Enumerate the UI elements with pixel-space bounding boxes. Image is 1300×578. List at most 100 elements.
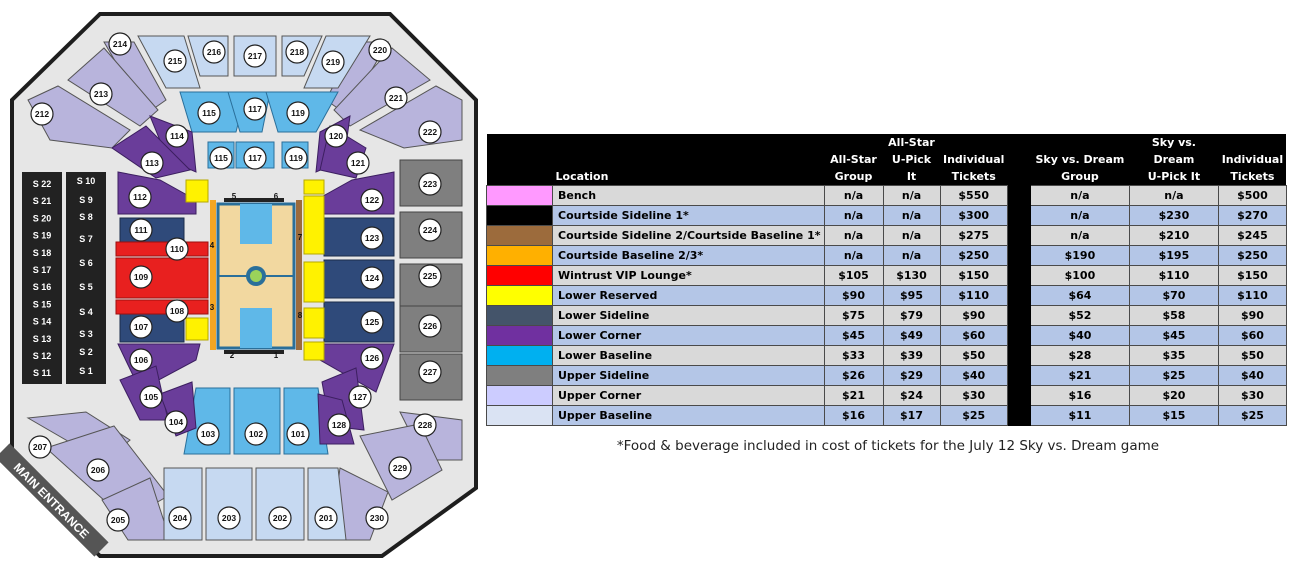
suite-label: S 21 [33,196,52,206]
section-marker [197,101,221,125]
location-cell: Lower Baseline [552,345,825,366]
section-number: 123 [365,233,379,243]
column-gap [1006,405,1031,426]
section-marker [418,314,442,338]
sky-dream-individual-cell: $40 [1217,365,1287,386]
section-marker [286,101,310,125]
sky-dream-upick-cell: $58 [1128,305,1219,326]
all-star-individual-cell: $550 [939,185,1008,206]
section-number: 110 [170,244,184,254]
all-star-group-cell: $105 [823,265,884,286]
section-number: 216 [207,47,221,57]
column-gap [1006,345,1031,366]
section-number: 224 [423,225,437,235]
section-number: 103 [201,429,215,439]
all-star-group-cell: n/a [823,205,884,226]
header-individual-tickets-2: Individual Tickets [1218,134,1287,186]
section-marker [368,38,392,62]
section-number: 218 [290,47,304,57]
section-marker [108,32,132,56]
suite-label: S 13 [33,334,52,344]
suite-label: S 11 [33,368,51,378]
section-number: 119 [289,153,303,163]
sky-dream-individual-cell: $500 [1217,185,1287,206]
section-marker [418,120,442,144]
price-row: Upper Corner $21 $24 $30 $16 $20 $30 [486,385,1287,406]
column-gap [1006,305,1031,326]
header-all-star-group: All-Star Group [824,134,883,186]
sky-dream-individual-cell: $30 [1217,385,1287,406]
section-marker [285,40,309,64]
section-marker [360,310,384,334]
sky-dream-individual-cell: $245 [1217,225,1287,246]
suite-label: S 5 [79,282,93,292]
all-star-group-cell: $21 [823,385,884,406]
section-marker [346,151,370,175]
section-number: 205 [111,515,125,525]
sky-dream-upick-cell: $15 [1128,405,1219,426]
column-gap [1006,225,1031,246]
section-marker [165,237,189,261]
all-star-individual-cell: $40 [939,365,1008,386]
court-label: 1 [274,351,279,360]
section-marker [196,422,220,446]
all-star-individual-cell: $25 [939,405,1008,426]
location-cell: Lower Reserved [552,285,825,306]
all-star-individual-cell: $300 [939,205,1008,226]
section-number: 108 [170,306,184,316]
sky-dream-individual-cell: $60 [1217,325,1287,346]
all-star-individual-cell: $250 [939,245,1008,266]
section-marker [348,385,372,409]
color-swatch [486,365,553,386]
section-marker [384,86,408,110]
court-label: 7 [298,233,303,242]
suite-label: S 1 [79,366,93,376]
sky-dream-upick-cell: $20 [1128,385,1219,406]
section-number: 219 [326,57,340,67]
section-number: 221 [389,93,403,103]
sky-dream-upick-cell: $210 [1128,225,1219,246]
section-number: 102 [249,429,263,439]
section-marker [140,151,164,175]
section-number: 115 [202,108,216,118]
sky-dream-upick-cell: $230 [1128,205,1219,226]
courtside-strips [210,198,302,354]
section-number: 202 [273,513,287,523]
section-marker [360,346,384,370]
sky-dream-group-cell: $190 [1029,245,1130,266]
price-row: Bench n/a n/a $550 n/a n/a $500 [486,185,1287,206]
all-star-individual-cell: $60 [939,325,1008,346]
sky-dream-individual-cell: $25 [1217,405,1287,426]
all-star-upick-cell: $29 [882,365,941,386]
section-marker [365,506,389,530]
section-marker [418,264,442,288]
section-number: 113 [145,158,159,168]
section-marker [360,226,384,250]
sky-dream-upick-cell: $25 [1128,365,1219,386]
section-number: 128 [332,420,346,430]
sky-dream-individual-cell: $250 [1217,245,1287,266]
section-marker [129,265,153,289]
section-number: 228 [418,420,432,430]
sky-dream-upick-cell: $35 [1128,345,1219,366]
section-marker [139,385,163,409]
section-marker [418,172,442,196]
section-number: 111 [134,225,148,235]
header-sky-dream-upick: Sky vs. Dream U-Pick It [1129,134,1219,186]
price-row: Lower Corner $45 $49 $60 $40 $45 $60 [486,325,1287,346]
all-star-group-cell: $33 [823,345,884,366]
suite-label: S 15 [33,299,52,309]
section-number: 226 [423,321,437,331]
section-number: 127 [353,392,367,402]
location-cell: Upper Baseline [552,405,825,426]
location-cell: Lower Corner [552,325,825,346]
section-marker [243,44,267,68]
suite-label: S 4 [79,307,93,317]
court-label: 4 [210,241,215,250]
location-cell: Courtside Baseline 2/3* [552,245,825,266]
seating-map: S 22S 21S 20S 19S 18S 17S 16S 15S 14S 13… [0,12,478,558]
all-star-group-cell: $75 [823,305,884,326]
all-star-individual-cell: $90 [939,305,1008,326]
color-swatch [486,345,553,366]
section-marker [418,218,442,242]
